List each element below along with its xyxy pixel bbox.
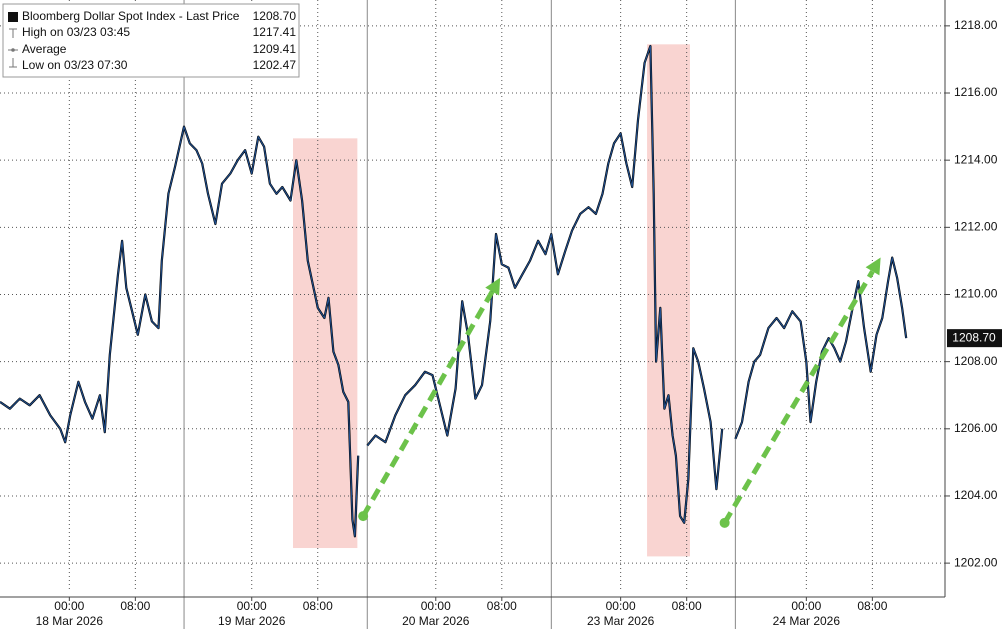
date-label: 24 Mar 2026 xyxy=(773,614,841,628)
date-label: 18 Mar 2026 xyxy=(36,614,104,628)
series-line-shadow xyxy=(0,44,908,538)
legend: Bloomberg Dollar Spot Index - Last Price… xyxy=(2,3,300,78)
date-label: 19 Mar 2026 xyxy=(218,614,286,628)
y-tick-label: 1204.00 xyxy=(954,488,998,502)
arrow-head xyxy=(485,277,501,296)
legend-value: 1202.47 xyxy=(253,58,297,72)
date-label: 20 Mar 2026 xyxy=(402,614,470,628)
legend-value: 1209.41 xyxy=(253,42,297,56)
arrow-head xyxy=(865,257,881,276)
x-tick-label: 08:00 xyxy=(487,599,517,613)
date-label: 23 Mar 2026 xyxy=(587,614,655,628)
x-tick-label: 00:00 xyxy=(791,599,821,613)
legend-high-icon xyxy=(9,28,17,38)
x-tick-label: 08:00 xyxy=(303,599,333,613)
x-tick-label: 00:00 xyxy=(237,599,267,613)
y-tick-label: 1216.00 xyxy=(954,85,998,99)
legend-value: 1217.41 xyxy=(253,25,297,39)
y-tick-label: 1210.00 xyxy=(954,287,998,301)
legend-label: High on 03/23 03:45 xyxy=(22,25,130,39)
x-tick-label: 08:00 xyxy=(672,599,702,613)
x-tick-label: 00:00 xyxy=(421,599,451,613)
x-tick-label: 08:00 xyxy=(857,599,887,613)
legend-box xyxy=(2,3,300,78)
x-tick-label: 08:00 xyxy=(120,599,150,613)
y-tick-label: 1208.00 xyxy=(954,354,998,368)
background-layer xyxy=(0,0,945,629)
y-tick-label: 1214.00 xyxy=(954,152,998,166)
last-price-label: 1208.70 xyxy=(952,330,996,344)
arrow-start xyxy=(358,511,369,522)
last-price-tag xyxy=(947,329,1002,348)
x-tick-label: 00:00 xyxy=(606,599,636,613)
highlight-region xyxy=(647,44,690,557)
legend-average-dot xyxy=(11,48,15,52)
arrow-start xyxy=(719,517,730,528)
y-tick-label: 1212.00 xyxy=(954,220,998,234)
x-tick-label: 00:00 xyxy=(54,599,84,613)
legend-value: 1208.70 xyxy=(253,9,297,23)
y-tick-label: 1218.00 xyxy=(954,18,998,32)
plot-layer xyxy=(0,44,908,538)
legend-swatch xyxy=(8,12,18,22)
y-tick-label: 1202.00 xyxy=(954,555,998,569)
trend-arrow xyxy=(722,270,875,525)
legend-low-icon xyxy=(9,58,17,68)
legend-label: Bloomberg Dollar Spot Index - Last Price xyxy=(22,9,240,23)
annotation-layer xyxy=(358,257,881,528)
trend-arrow xyxy=(360,290,495,518)
y-tick-label: 1206.00 xyxy=(954,421,998,435)
legend-label: Average xyxy=(22,42,67,56)
legend-label: Low on 03/23 07:30 xyxy=(22,58,128,72)
series-line xyxy=(0,45,907,537)
